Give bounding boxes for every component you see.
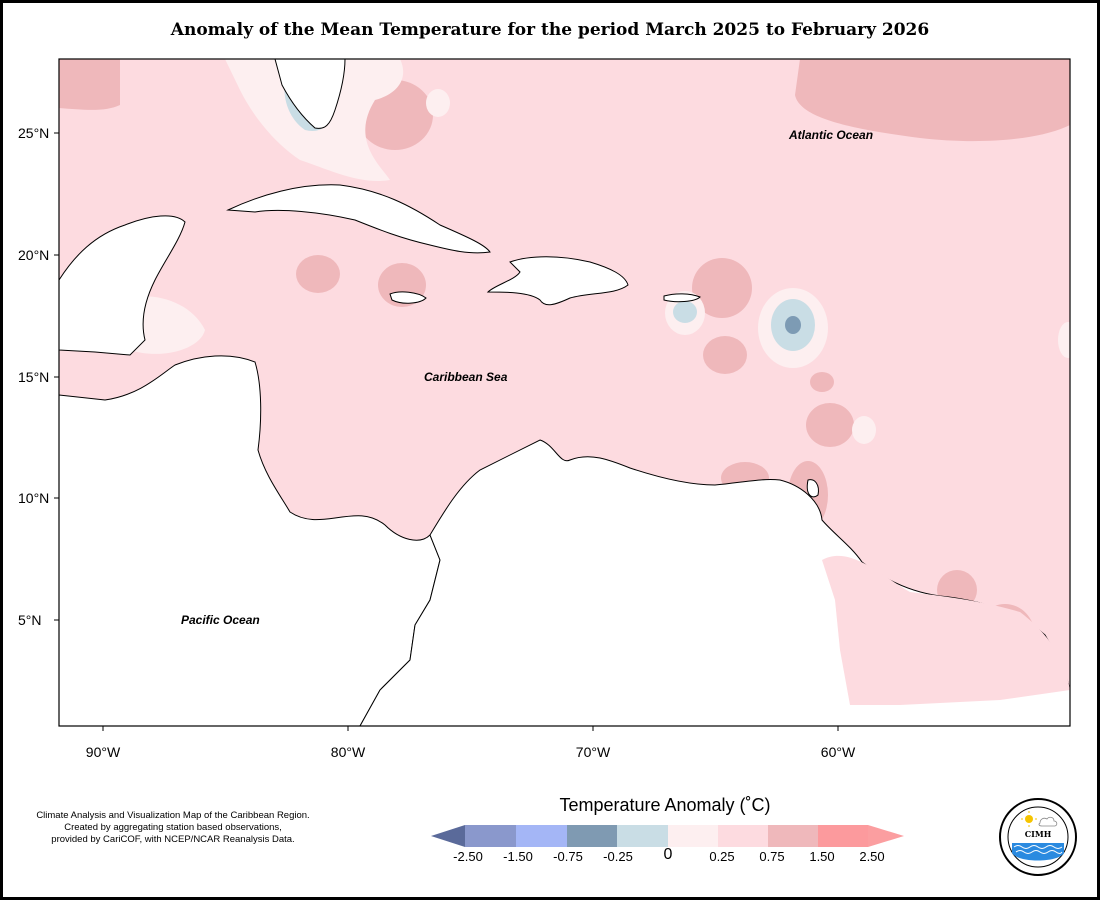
legend-tick-9: 2.50: [859, 849, 885, 864]
land-jamaica: [389, 291, 427, 304]
map-title: Anomaly of the Mean Temperature for the …: [170, 20, 930, 40]
near-zero-patch-east-atlantic: [1058, 322, 1070, 358]
sun-icon: [1025, 815, 1033, 823]
lat-label-5n: 5°N: [18, 612, 42, 628]
land-mexico-yucatan: [59, 215, 186, 356]
lat-label-10n: 10°N: [18, 490, 50, 506]
legend-tick-4: -0.25: [603, 849, 633, 864]
anomaly-patch-northeast-atlantic: [795, 59, 1070, 142]
atlantic-ocean-label: Atlantic Ocean: [789, 128, 874, 142]
legend-swatch-2: [516, 825, 567, 847]
legend-swatch-8: [818, 825, 868, 847]
credits-line-2: Created by aggregating station based obs…: [64, 822, 282, 833]
legend-arrow-right: [868, 825, 904, 847]
anomaly-patch-puerto-rico-east: [692, 258, 752, 318]
legend-arrow-left: [431, 825, 465, 847]
land-florida: [274, 59, 346, 129]
legend-tick-8: 1.50: [809, 849, 835, 864]
lat-label-15n: 15°N: [18, 369, 50, 385]
legend-swatch-7: [768, 825, 818, 847]
anomaly-patch-north-florida: [59, 59, 120, 110]
legend-title: Temperature Anomaly (˚C): [559, 795, 771, 815]
map-credits: Climate Analysis and Visualization Map o…: [18, 810, 328, 846]
near-zero-patch-tobago: [852, 416, 876, 444]
land-guianas-tint: [822, 555, 1070, 705]
lat-label-25n: 25°N: [18, 125, 50, 141]
land-puerto-rico: [663, 293, 701, 303]
legend-swatch-5: [668, 825, 718, 847]
lon-label-80w: 80°W: [330, 744, 366, 760]
logo-name: CIMH: [1025, 829, 1052, 839]
legend-swatch-3: [567, 825, 617, 847]
credits-line-1: Climate Analysis and Visualization Map o…: [36, 810, 310, 821]
legend-swatch-4: [617, 825, 668, 847]
legend-swatch-6: [718, 825, 768, 847]
legend-swatch-1: [465, 825, 516, 847]
legend-tick-5: 0: [663, 846, 673, 863]
cool-patch-puerto-rico: [673, 301, 697, 323]
water-waves-icon: [1012, 843, 1064, 861]
land-hispaniola: [486, 256, 629, 306]
lon-label-60w: 60°W: [820, 744, 856, 760]
pacific-ocean-label: Pacific Ocean: [181, 613, 260, 627]
anomaly-patch-lesser-antilles: [810, 372, 834, 392]
anomaly-patch-barbados: [806, 403, 854, 447]
land-cuba: [226, 184, 491, 254]
map-border: [58, 58, 1071, 727]
cool-core-guadeloupe: [785, 316, 801, 334]
axis-ticks: [54, 132, 839, 731]
legend-tick-3: -0.75: [553, 849, 583, 864]
land-trinidad: [806, 479, 819, 498]
legend-tick-1: -2.50: [453, 849, 483, 864]
legend-colorbar: [431, 825, 904, 847]
legend-tick-7: 0.75: [759, 849, 785, 864]
cloud-icon: [1038, 816, 1058, 827]
lon-label-70w: 70°W: [575, 744, 611, 760]
credits-line-3: provided by CariCOF, with NCEP/NCAR Rean…: [51, 834, 295, 845]
caribbean-sea-label: Caribbean Sea: [424, 370, 508, 384]
lat-label-20n: 20°N: [18, 247, 50, 263]
legend-tick-2: -1.50: [503, 849, 533, 864]
anomaly-patch-cayman: [296, 255, 340, 293]
cimh-logo: CIMH: [999, 798, 1077, 876]
land-central-america: [59, 355, 441, 726]
legend-tick-6: 0.25: [709, 849, 735, 864]
near-zero-patch-bahamas-north: [426, 89, 450, 117]
anomaly-patch-east-caribbean: [703, 336, 747, 374]
lon-label-90w: 90°W: [85, 744, 121, 760]
